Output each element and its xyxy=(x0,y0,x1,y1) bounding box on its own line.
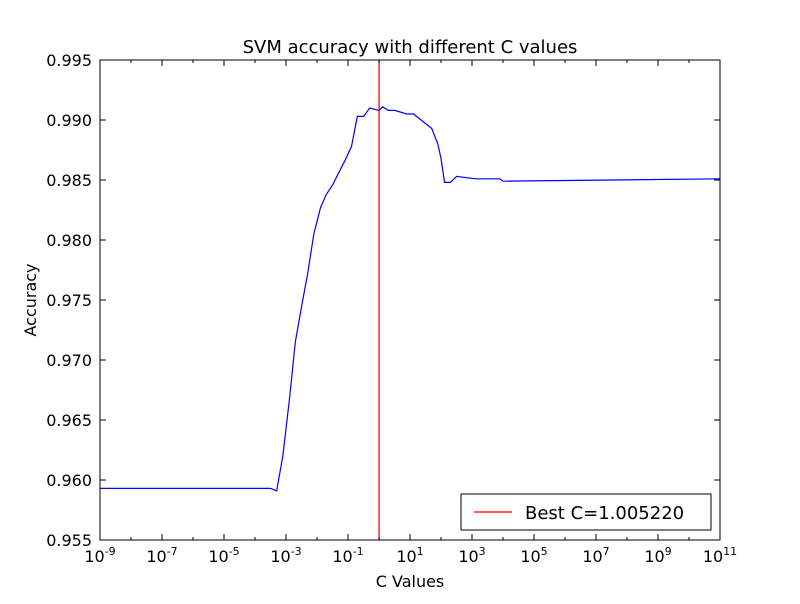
y-tick-label: 0.980 xyxy=(46,231,92,250)
x-tick-label: 109 xyxy=(644,545,671,566)
x-tick-label: 10-3 xyxy=(270,545,301,566)
y-tick-label: 0.965 xyxy=(46,411,92,430)
x-tick-label: 10-5 xyxy=(208,545,239,566)
y-tick-label: 0.990 xyxy=(46,111,92,130)
x-tick-label: 1011 xyxy=(703,545,737,566)
x-tick-label: 105 xyxy=(520,545,547,566)
y-tick-label: 0.970 xyxy=(46,351,92,370)
chart-title: SVM accuracy with different C values xyxy=(243,37,578,58)
x-tick-label: 10-7 xyxy=(146,545,177,566)
x-tick-label: 10-9 xyxy=(84,545,115,566)
legend: Best C=1.005220 xyxy=(460,493,712,531)
accuracy-series-line xyxy=(100,106,720,492)
plot-frame xyxy=(99,59,721,541)
x-tick-label: 10-1 xyxy=(332,545,363,566)
y-tick-label: 0.975 xyxy=(46,291,92,310)
y-tick-label: 0.995 xyxy=(46,51,92,70)
x-tick-label: 103 xyxy=(458,545,485,566)
plot-area xyxy=(100,60,720,540)
legend-label-best-c: Best C=1.005220 xyxy=(525,503,684,524)
x-axis-label: C Values xyxy=(376,572,445,591)
x-tick-label: 101 xyxy=(396,545,423,566)
axes: 0.955 0.960 0.965 0.970 0.975 0.980 0.985 0.990… xyxy=(46,51,737,566)
y-tick-label: 0.955 xyxy=(46,531,92,550)
x-tick-label: 107 xyxy=(582,545,609,566)
y-axis-label: Accuracy xyxy=(21,263,40,336)
y-tick-label: 0.960 xyxy=(46,471,92,490)
y-tick-label: 0.985 xyxy=(46,171,92,190)
